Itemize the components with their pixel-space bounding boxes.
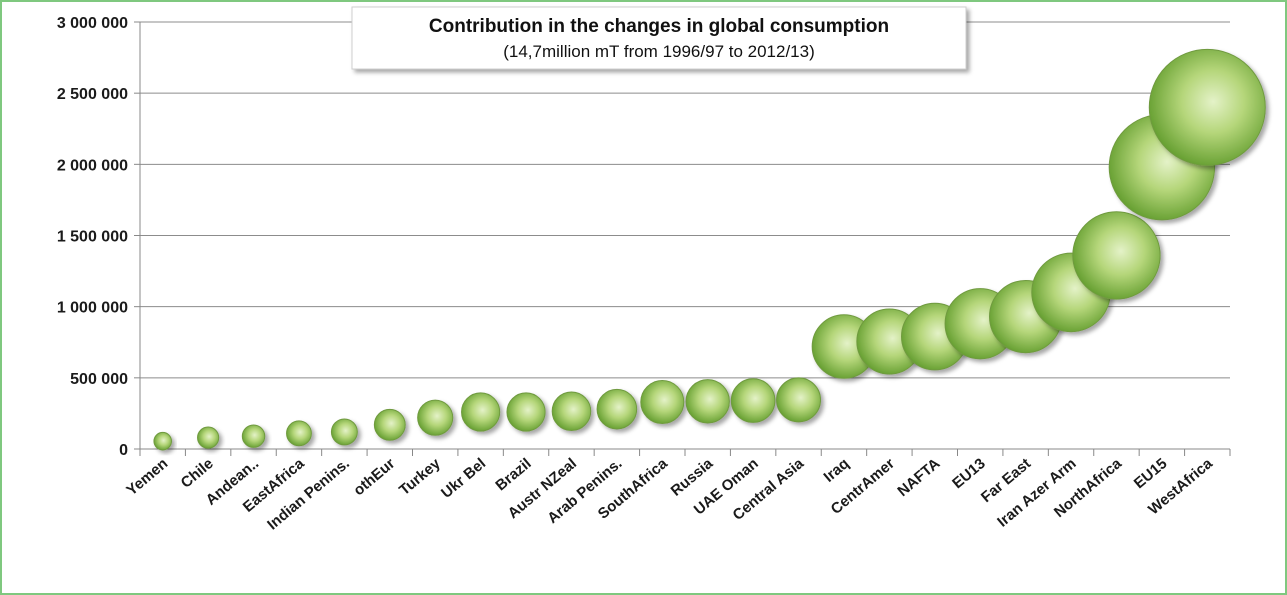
bubble-ukr-bel xyxy=(461,392,501,432)
bubble-austr-nzeal xyxy=(551,391,592,432)
title-box-background xyxy=(351,6,967,70)
bubble-chile xyxy=(197,426,220,449)
x-tick-label: Iran Azer Arm xyxy=(994,455,1079,531)
x-tick-label: othEur xyxy=(350,455,398,499)
bubble-turkey xyxy=(417,399,454,436)
x-tick-label: Turkey xyxy=(396,455,444,499)
x-tick-label: NAFTA xyxy=(894,455,943,500)
bubble-westafrica xyxy=(1148,48,1266,166)
bubble-otheur xyxy=(373,408,406,441)
bubble-series xyxy=(153,48,1266,451)
x-tick-label: Iraq xyxy=(821,455,853,486)
bubble-yemen xyxy=(153,431,172,451)
bubble-andean xyxy=(241,424,266,448)
chart-title: Contribution in the changes in global co… xyxy=(429,16,889,37)
y-tick-label: 2 500 000 xyxy=(57,86,128,103)
bubble-uae-oman xyxy=(730,378,776,423)
bubble-southafrica xyxy=(640,380,685,425)
chart-subtitle: (14,7million mT from 1996/97 to 2012/13) xyxy=(503,42,815,61)
bubble-northafrica xyxy=(1072,211,1161,300)
x-tick-label: Indian Penins. xyxy=(264,455,353,533)
bubble-central-asia xyxy=(776,377,822,423)
y-axis: 0 500 000 1 000 000 1 500 000 2 000 000 2 500… xyxy=(57,15,141,459)
y-tick-label: 0 xyxy=(119,442,128,459)
y-tick-label: 1 000 000 xyxy=(57,300,128,317)
x-tick-label: Chile xyxy=(178,455,217,492)
y-tick-label: 2 000 000 xyxy=(57,157,128,174)
bubble-indian-penins xyxy=(330,418,358,446)
x-tick-label: EU13 xyxy=(949,455,989,492)
chart-title-box: Contribution in the changes in global co… xyxy=(351,6,967,70)
y-tick-label: 1 500 000 xyxy=(57,229,128,246)
x-tick-label: Yemen xyxy=(123,455,171,499)
gridlines xyxy=(140,21,1230,450)
y-tick-label: 500 000 xyxy=(70,371,128,388)
x-tick-label: EU15 xyxy=(1131,455,1171,492)
y-tick-label: 3 000 000 xyxy=(57,15,128,32)
bubble-russia xyxy=(685,379,730,424)
bubble-brazil xyxy=(506,392,546,432)
bubble-eastafrica xyxy=(286,420,312,447)
bubble-arab-penins xyxy=(596,388,638,430)
x-tick-label: Ukr Bel xyxy=(438,455,489,502)
